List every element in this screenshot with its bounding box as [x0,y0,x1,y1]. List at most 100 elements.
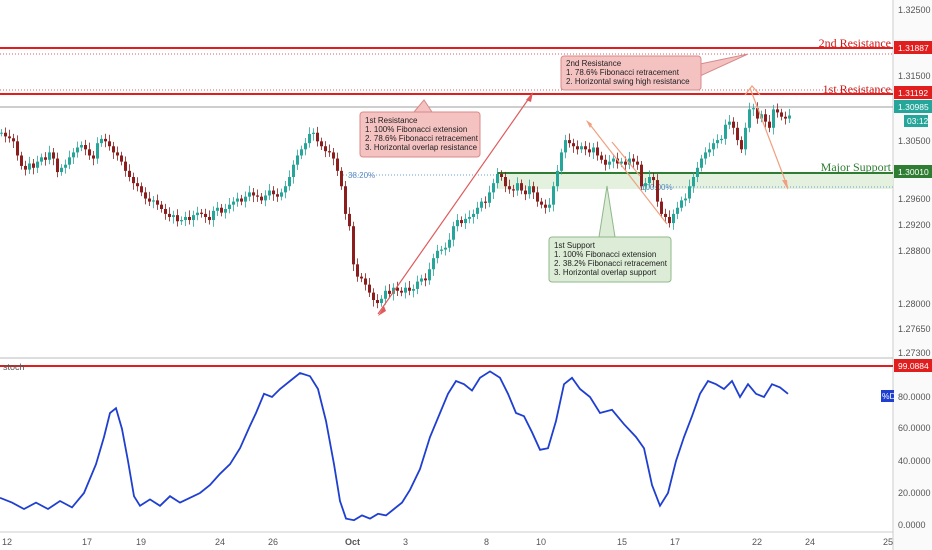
annotation-1st-resistance-box [359,111,481,158]
candle-body [572,143,575,147]
y-tick-label-8: 1.27300 [898,348,931,358]
x-tick-label-6: 3 [403,537,408,547]
x-tick-label-9: 15 [617,537,627,547]
candle-body [612,158,615,162]
candle-body [276,194,279,197]
candle-body [40,157,43,162]
annotation-2nd-resistance-title: 2nd Resistance [566,59,622,68]
x-tick-label-4: 26 [268,537,278,547]
candle-body [412,288,415,291]
candle-body [420,278,423,282]
candle-body [488,192,491,203]
candle-body [384,290,387,299]
candle-body [200,212,203,214]
candle-body [332,152,335,159]
y-tick-label-5: 1.28800 [898,246,931,256]
candle-body [388,290,391,294]
candle-body [128,170,131,177]
candle-body [404,287,407,293]
candle-body [132,177,135,184]
candle-body [684,198,687,201]
long-arrow-head-start [378,306,386,316]
candle-body [272,190,275,195]
candle-body [732,121,735,128]
candle-body [648,177,651,184]
candle-body [356,264,359,277]
candle-body [416,281,419,289]
candle-body [768,121,771,128]
badge-stoch-d-bg [881,390,894,402]
candle-body [668,216,671,224]
candle-body [656,180,659,202]
badge-current-price-bg [894,100,932,113]
candle-body [264,195,267,201]
candle-body [0,132,3,134]
x-tick-label-3: 24 [215,537,225,547]
candle-body [304,143,307,150]
candle-body [152,200,155,202]
candle-body [188,216,191,221]
candle-body [552,186,555,205]
candle-body [192,215,195,221]
candle-body [460,220,463,224]
candle-body [112,146,115,153]
candle-body [680,200,683,208]
candle-body [532,186,535,193]
y-tick-label-0: 1.32500 [898,5,931,15]
y-tick-label-3: 1.29600 [898,194,931,204]
candle-body [456,220,459,227]
candle-body [712,143,715,150]
candle-body [324,146,327,152]
fib-leg-arrow-3-head [782,180,788,190]
annotation-2nd-resistance-line-2: 2. Horizontal swing high resistance [566,77,690,86]
candle-body [688,186,691,199]
candle-body [252,192,255,196]
candle-body [540,201,543,205]
y-tick-label-1: 1.31500 [898,71,931,81]
candle-body [520,183,523,191]
annotation-1st-resistance: 1st Resistance 1. 100% Fibonacci extensi… [359,99,481,158]
stoch-pane-label: stoch [3,362,25,372]
annotation-1st-support-line-1: 1. 100% Fibonacci extension [554,250,656,259]
candle-body [440,249,443,251]
candle-body [652,177,655,181]
candle-body [352,226,355,265]
candle-body [176,215,179,222]
candle-body [444,247,447,250]
badge-1st-resistance: 1.31192 [898,88,928,98]
candle-body [556,170,559,187]
candle-body [288,177,291,187]
badge-current-price: 1.30985 [898,102,929,112]
candle-body [752,108,755,110]
candle-body [724,124,727,139]
candle-body [60,167,63,173]
candle-body [720,138,723,141]
candle-body [116,152,119,156]
candle-body [260,196,263,201]
annotation-1st-resistance-line-2: 2. 78.6% Fibonacci retracement [365,134,479,143]
candle-body [676,207,679,214]
candle-body [284,186,287,193]
candle-body [700,158,703,168]
annotation-1st-support-title: 1st Support [554,241,596,250]
candle-body [672,213,675,224]
candle-body [536,192,539,202]
y-tick-label-6: 1.28000 [898,299,931,309]
candle-body [348,213,351,227]
candle-body [300,149,303,156]
y-tick-label-4: 1.29200 [898,220,931,230]
candle-body [68,157,71,165]
candle-body [632,158,635,162]
candle-body [544,204,547,208]
x-tick-label-11: 22 [752,537,762,547]
candle-body [608,161,611,165]
badge-2nd-resistance: 1.31887 [898,43,929,53]
fib-leg-arrow-1 [587,121,668,225]
candle-body [368,284,371,293]
candle-body [748,109,751,128]
x-tick-label-12: 24 [805,537,815,547]
candle-body [236,198,239,202]
candle-body [52,152,55,159]
annotation-2nd-resistance-box [560,55,702,91]
